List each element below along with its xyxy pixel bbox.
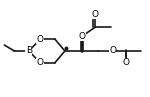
Text: O: O bbox=[92, 10, 99, 19]
Text: O: O bbox=[109, 46, 116, 55]
Text: O: O bbox=[122, 58, 129, 67]
Text: O: O bbox=[79, 32, 86, 41]
Text: O: O bbox=[37, 35, 44, 44]
Text: B: B bbox=[26, 46, 32, 55]
Text: O: O bbox=[37, 58, 44, 67]
